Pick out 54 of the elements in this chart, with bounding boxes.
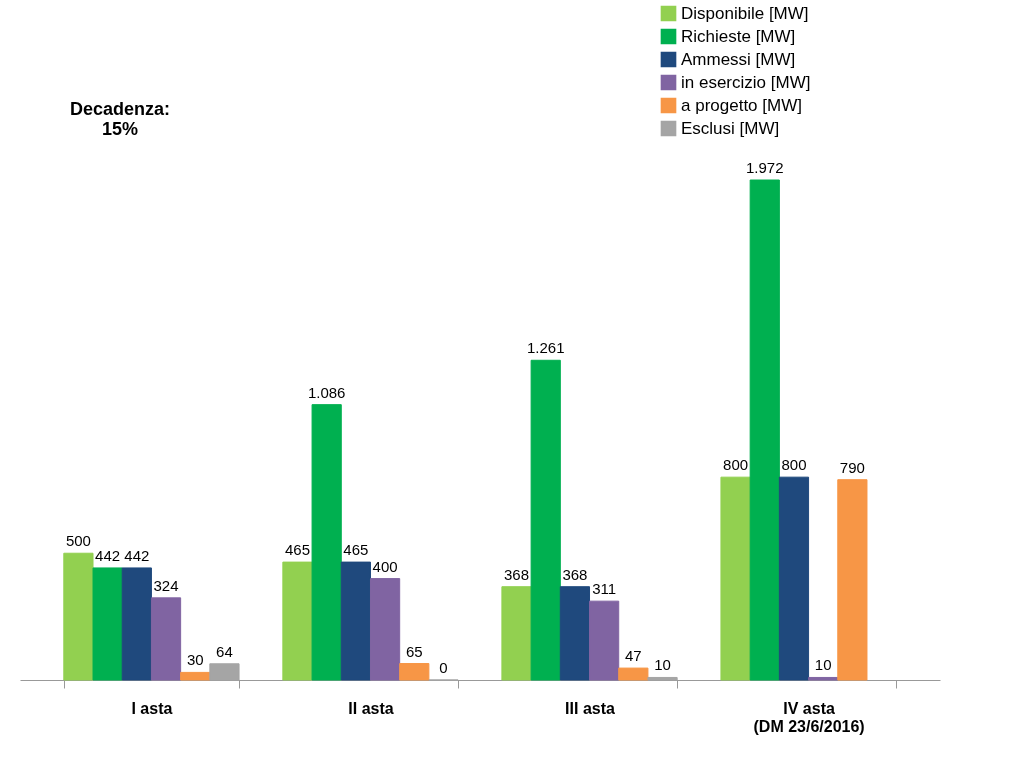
bar xyxy=(399,663,430,681)
bar xyxy=(311,404,342,681)
data-label: 10 xyxy=(654,656,671,674)
legend-label: Richieste [MW] xyxy=(681,26,796,46)
data-label: 500 xyxy=(65,532,91,550)
data-label: 1.086 xyxy=(307,383,346,401)
data-label: 10 xyxy=(814,656,832,674)
data-label: 30 xyxy=(186,651,204,669)
bar xyxy=(808,676,839,681)
bar xyxy=(150,597,182,681)
bar xyxy=(618,667,649,681)
data-label: 400 xyxy=(372,557,398,575)
bar xyxy=(92,567,123,681)
bar xyxy=(530,359,561,681)
x-tick-label: I asta xyxy=(131,699,173,717)
bar xyxy=(749,179,780,681)
bar xyxy=(282,561,313,681)
legend-label: in esercizio [MW] xyxy=(681,72,811,92)
x-tick-label: III asta xyxy=(565,699,616,717)
bar xyxy=(720,476,751,681)
data-label: 368 xyxy=(503,565,530,583)
data-label: 465 xyxy=(284,541,310,559)
data-label: 465 xyxy=(343,541,369,559)
x-tick-label: II asta xyxy=(348,699,394,717)
data-label: 311 xyxy=(592,580,617,598)
data-label: 800 xyxy=(781,456,807,474)
bar xyxy=(559,586,591,681)
bar xyxy=(121,567,152,681)
legend-label: Ammessi [MW] xyxy=(681,49,796,69)
data-label: 64 xyxy=(216,642,233,660)
data-label: 800 xyxy=(723,456,749,474)
bar xyxy=(180,671,211,681)
data-label: 442 xyxy=(124,546,150,564)
bar xyxy=(589,600,620,681)
data-label: 47 xyxy=(624,647,642,665)
data-label: 1.261 xyxy=(526,339,565,357)
bar xyxy=(778,476,810,681)
data-label: 65 xyxy=(405,642,423,660)
data-label: 324 xyxy=(153,576,179,594)
bar xyxy=(501,586,532,681)
data-label: 368 xyxy=(562,565,588,583)
legend-label: Disponibile [MW] xyxy=(681,3,809,23)
data-label: 0 xyxy=(439,659,448,676)
legend-label: Esclusi [MW] xyxy=(681,118,780,138)
bar xyxy=(63,552,94,681)
x-tick-label: IV asta (DM 23/6/2016) xyxy=(753,699,865,735)
bar xyxy=(369,578,401,681)
data-label: 442 xyxy=(95,546,121,564)
data-label: 790 xyxy=(839,458,865,476)
legend-label: a progetto [MW] xyxy=(681,95,802,115)
bar xyxy=(837,479,868,681)
data-label: 1.972 xyxy=(745,159,784,176)
bar xyxy=(340,561,371,681)
text: Decadenza: 15% xyxy=(69,99,171,139)
